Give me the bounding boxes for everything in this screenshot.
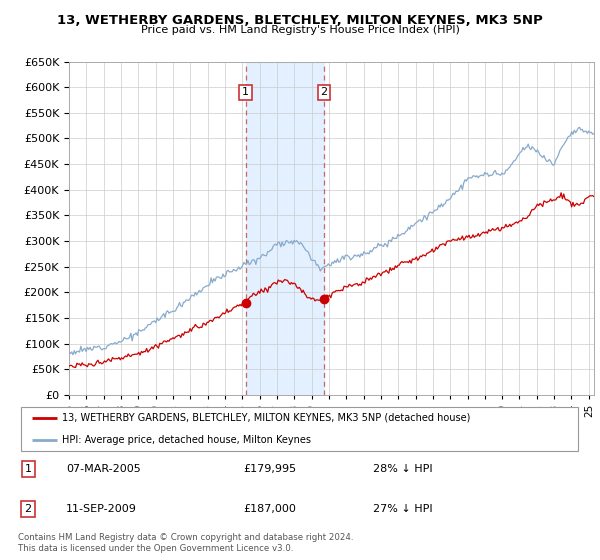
Text: HPI: Average price, detached house, Milton Keynes: HPI: Average price, detached house, Milt… [62, 435, 311, 445]
Text: £187,000: £187,000 [244, 504, 296, 514]
Text: 28% ↓ HPI: 28% ↓ HPI [373, 464, 433, 474]
FancyBboxPatch shape [21, 407, 578, 451]
Text: 27% ↓ HPI: 27% ↓ HPI [373, 504, 433, 514]
Text: £179,995: £179,995 [244, 464, 297, 474]
Text: 11-SEP-2009: 11-SEP-2009 [66, 504, 137, 514]
Text: 1: 1 [242, 87, 249, 97]
Text: 13, WETHERBY GARDENS, BLETCHLEY, MILTON KEYNES, MK3 5NP (detached house): 13, WETHERBY GARDENS, BLETCHLEY, MILTON … [62, 413, 470, 423]
Text: 13, WETHERBY GARDENS, BLETCHLEY, MILTON KEYNES, MK3 5NP: 13, WETHERBY GARDENS, BLETCHLEY, MILTON … [57, 14, 543, 27]
Bar [245, 62, 324, 395]
Text: 2: 2 [25, 504, 32, 514]
Text: Price paid vs. HM Land Registry's House Price Index (HPI): Price paid vs. HM Land Registry's House … [140, 25, 460, 35]
Text: 07-MAR-2005: 07-MAR-2005 [66, 464, 140, 474]
Text: 2: 2 [320, 87, 328, 97]
Text: 1: 1 [25, 464, 32, 474]
Text: Contains HM Land Registry data © Crown copyright and database right 2024.
This d: Contains HM Land Registry data © Crown c… [18, 533, 353, 553]
